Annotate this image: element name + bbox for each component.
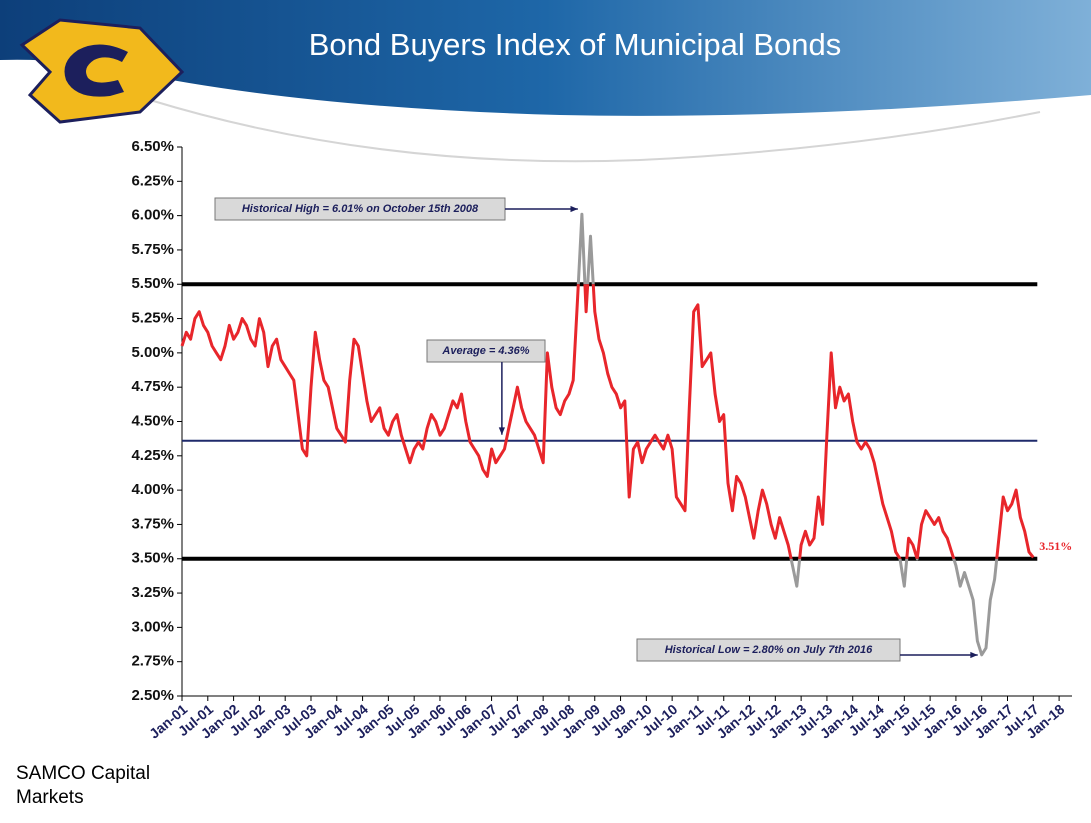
y-tick-label: 4.50% [131, 412, 174, 429]
annotation-text: Average = 4.36% [441, 345, 529, 357]
header-band [0, 0, 1091, 116]
end-label: 3.51% [1039, 539, 1072, 553]
annotation-text: Historical Low = 2.80% on July 7th 2016 [665, 644, 873, 656]
y-tick-label: 3.75% [131, 515, 174, 532]
annotation-box [426, 339, 546, 363]
chart-title: Bond Buyers Index of Municipal Bonds [309, 27, 841, 62]
source: SAMCO Capital Markets [16, 763, 151, 808]
y-tick-label: 3.50% [131, 550, 174, 567]
y-tick-label: 6.25% [131, 172, 174, 189]
annotation-box [636, 638, 901, 662]
arrow-head [498, 427, 505, 435]
y-tick-label: 5.75% [131, 241, 174, 258]
arrow-head [570, 205, 578, 213]
y-tick-label: 5.50% [131, 275, 174, 292]
line [180, 284, 1035, 559]
y-tick-label: 2.75% [131, 653, 174, 670]
header-swoosh [149, 99, 1041, 163]
logo [19, 18, 185, 124]
annotation-text: Historical High = 6.01% on October 15th … [242, 203, 479, 215]
y-tick-label: 3.00% [131, 618, 174, 635]
y-tick-label: 5.00% [131, 344, 174, 361]
y-tick-label: 4.75% [131, 378, 174, 395]
y-tick-label: 5.25% [131, 310, 174, 327]
y-tick-label: 6.00% [131, 207, 174, 224]
arrow-head [970, 651, 978, 659]
source-box: SAMCO Capital Markets [16, 763, 151, 808]
y-tick-label: 4.00% [131, 481, 174, 498]
y-tick-label: 4.25% [131, 447, 174, 464]
y-tick-label: 2.50% [131, 687, 174, 704]
line-outside-band [180, 212, 1035, 657]
y-tick-label: 6.50% [131, 138, 174, 155]
y-tick-label: 3.25% [131, 584, 174, 601]
